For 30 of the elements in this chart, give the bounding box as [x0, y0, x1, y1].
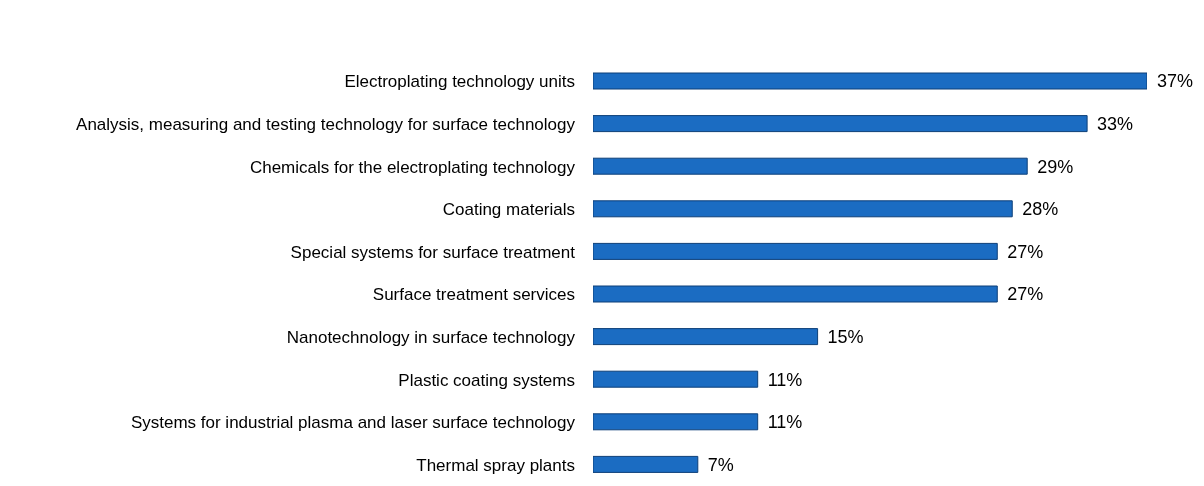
bar [593, 413, 759, 431]
y-tick-label: Thermal spray plants [416, 455, 575, 475]
data-label: 15% [827, 326, 864, 347]
bar [593, 200, 1013, 218]
y-tick-label: Coating materials [442, 200, 575, 220]
bar [593, 328, 819, 346]
data-label: 27% [1007, 241, 1044, 262]
y-tick-label: Special systems for surface treatment [290, 242, 576, 262]
bar [593, 370, 759, 388]
y-tick-label: Plastic coating systems [398, 370, 575, 390]
y-tick-label: Surface treatment services [372, 285, 575, 305]
data-label: 37% [1157, 71, 1194, 92]
y-tick-label: Chemicals for the electroplating technology [249, 157, 576, 177]
data-label: 29% [1037, 156, 1074, 177]
y-tick-label: Nanotechnology in surface technology [286, 327, 576, 347]
bar [593, 115, 1088, 133]
bar [593, 455, 699, 473]
bar [593, 242, 998, 260]
bar [593, 285, 998, 303]
y-tick-label: Electroplating technology units [344, 72, 575, 92]
data-label: 27% [1007, 284, 1044, 305]
y-tick-label: Systems for industrial plasma and laser surface technology [130, 413, 576, 433]
bar [593, 157, 1028, 175]
data-label: 11% [767, 369, 803, 390]
data-label: 33% [1097, 113, 1134, 134]
data-label: 28% [1022, 199, 1059, 220]
data-label: 11% [767, 412, 803, 433]
y-tick-label: Analysis, measuring and testing technology for surface technology [76, 114, 576, 134]
bar [593, 72, 1147, 90]
data-label: 7% [707, 454, 734, 475]
